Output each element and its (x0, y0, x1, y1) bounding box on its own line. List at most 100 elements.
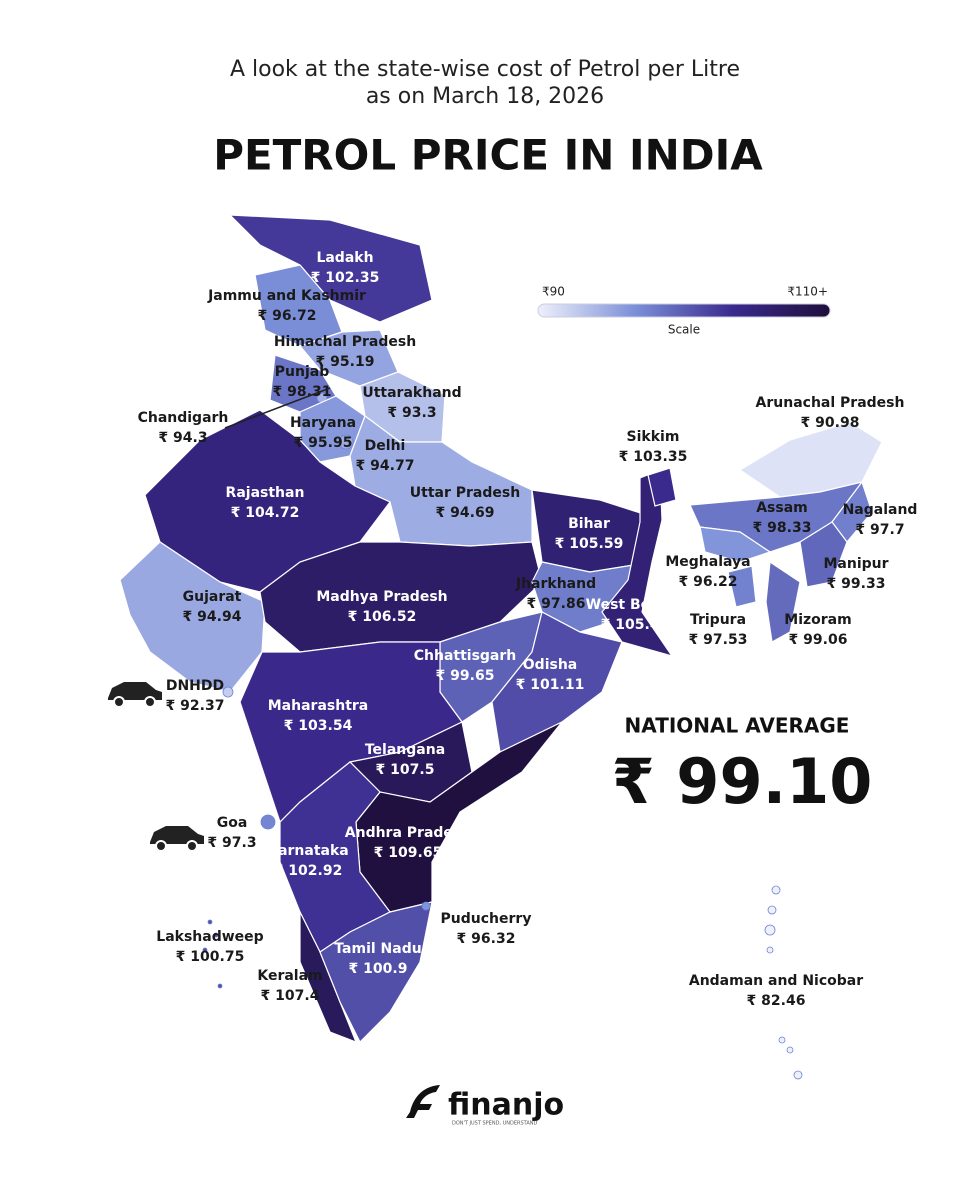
region-name: Nagaland (843, 502, 918, 518)
map (119, 214, 883, 1080)
region (222, 686, 234, 698)
region-price: ₹ 98.31 (273, 384, 332, 400)
region-name: Manipur (823, 556, 888, 572)
region (260, 814, 276, 830)
region-name: Rajasthan (226, 485, 305, 501)
region-price: ₹ 92.37 (166, 698, 225, 714)
region-name: Puducherry (441, 911, 532, 927)
region (202, 919, 223, 989)
region (764, 885, 803, 1080)
region (421, 901, 431, 911)
region-price: ₹ 94.94 (183, 609, 242, 625)
region-name: Uttar Pradesh (410, 485, 520, 501)
region-price: ₹ 99.65 (436, 668, 495, 684)
region-price: ₹ 97.86 (527, 596, 586, 612)
region-price: ₹ 94.77 (356, 458, 415, 474)
region-price: ₹ 97.7 (855, 522, 904, 538)
region-name: Karnataka (267, 843, 349, 859)
region-price: ₹ 99.33 (827, 576, 886, 592)
region-price: ₹ 101.11 (516, 677, 585, 693)
region (279, 761, 391, 953)
region-part (793, 1070, 803, 1080)
brand: finanjo (448, 1088, 564, 1123)
region-part (338, 434, 354, 450)
region-price: ₹ 99.06 (789, 632, 848, 648)
region-name: Telangana (365, 742, 445, 758)
region-name: DNHDD (166, 678, 224, 694)
region-price: ₹ 90.98 (801, 415, 860, 431)
region (119, 541, 266, 693)
region-part (766, 946, 774, 954)
region-part (222, 686, 234, 698)
car-icon (108, 682, 162, 708)
region-price: ₹ 93.3 (387, 405, 436, 421)
region-name: Mizoram (784, 612, 851, 628)
region-name: Ladakh (316, 250, 373, 266)
average-label: NATIONAL AVERAGE (625, 714, 850, 738)
region-price: ₹ 102.35 (311, 270, 380, 286)
car-icon (150, 826, 204, 852)
average-value: ₹ 99.10 (612, 745, 873, 818)
region-part (786, 1046, 794, 1054)
region-part (778, 1036, 786, 1044)
region-name: Odisha (523, 657, 577, 673)
region-price: ₹ 109.65 (374, 845, 443, 861)
region-price: ₹ 102.92 (274, 863, 343, 879)
map-labels: Ladakh ₹ 102.35 Jammu and Kashmir ₹ 96.72 Hi… (138, 250, 918, 1009)
tagline: DON'T JUST SPEND, UNDERSTAND (452, 1121, 537, 1127)
region (338, 434, 354, 450)
region-name: Arunachal Pradesh (756, 395, 905, 411)
region-part (217, 983, 223, 989)
region-name: West Bengal (586, 597, 685, 613)
region-name: Punjab (275, 364, 329, 380)
region-price: ₹ 82.46 (747, 993, 806, 1009)
region-name: Gujarat (183, 589, 242, 605)
region (228, 214, 433, 323)
region (765, 560, 801, 643)
region-name: Chandigarh (138, 410, 229, 426)
region-name: Delhi (365, 438, 406, 454)
region-name: Tamil Nadu (334, 941, 421, 957)
subtitle: as on March 18, 2026 (366, 84, 604, 109)
region-price: ₹ 106.52 (348, 609, 417, 625)
region-part (767, 905, 777, 915)
region (727, 565, 757, 608)
scale-max: ₹110+ (787, 285, 828, 299)
region-price: ₹ 97.3 (207, 835, 256, 851)
region-price: ₹ 95.95 (294, 435, 353, 451)
scale-min: ₹90 (542, 285, 565, 299)
region-name: Keralam (257, 968, 322, 984)
region-price: ₹ 96.72 (258, 308, 317, 324)
region-price: ₹ 97.53 (689, 632, 748, 648)
region-price: ₹ 107.4 (261, 988, 320, 1004)
region-name: Uttarakhand (362, 385, 461, 401)
region-part (202, 947, 208, 953)
region-name: Sikkim (627, 429, 680, 445)
region-name: Himachal Pradesh (274, 334, 416, 350)
region-name: Andaman and Nicobar (689, 973, 863, 989)
region-part (771, 885, 781, 895)
region-name: Haryana (290, 415, 356, 431)
region (799, 521, 848, 588)
logo: finanjo DON'T JUST SPEND, UNDERSTAND (406, 1085, 564, 1127)
region-name: Jharkhand (515, 576, 596, 592)
region-part (260, 814, 276, 830)
region-name: Chhattisgarh (414, 648, 517, 664)
region (319, 901, 433, 1044)
region-name: Goa (217, 815, 248, 831)
subtitle: A look at the state-wise cost of Petrol … (230, 57, 740, 82)
region-name: Assam (756, 500, 808, 516)
region-price: ₹ 104.72 (231, 505, 300, 521)
scale-title: Scale (668, 323, 700, 337)
region-name: Maharashtra (268, 698, 369, 714)
region-price: ₹ 103.35 (619, 449, 688, 465)
region-name: Madhya Pradesh (316, 589, 447, 605)
region-price: ₹ 100.75 (176, 949, 245, 965)
leader-line (224, 387, 331, 429)
region-price: ₹ 100.9 (349, 961, 408, 977)
region-part (207, 919, 213, 925)
title: PETROL PRICE IN INDIA (213, 131, 763, 180)
region (647, 467, 677, 507)
scale-legend: ₹90 ₹110+ Scale (537, 285, 831, 337)
